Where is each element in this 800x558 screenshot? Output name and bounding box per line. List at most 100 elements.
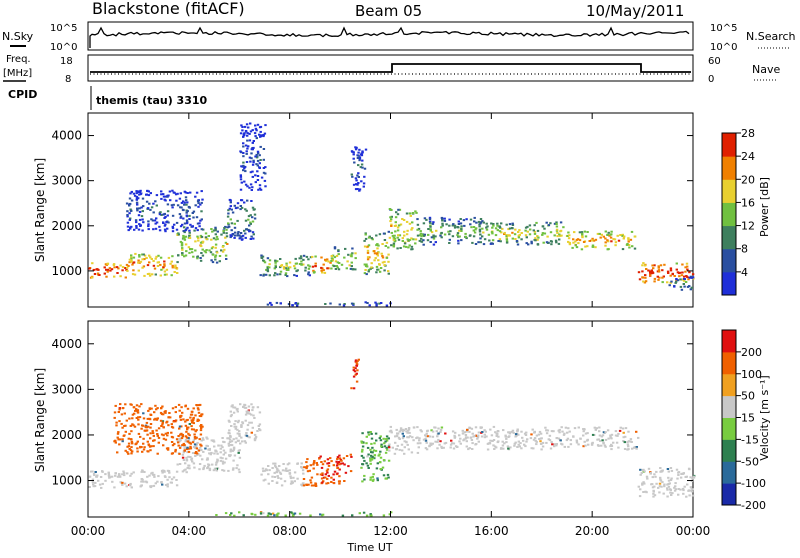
velocity-cell xyxy=(401,430,404,433)
velocity-cell xyxy=(118,420,121,423)
velocity-cell xyxy=(635,447,638,450)
velocity-cell xyxy=(153,475,156,478)
velocity-cell xyxy=(614,430,618,433)
power-cell xyxy=(175,199,178,202)
velocity-cell xyxy=(492,444,495,447)
power-cell xyxy=(379,267,383,269)
velocity-cell xyxy=(453,436,457,438)
power-cell xyxy=(432,237,436,240)
power-cell xyxy=(218,260,221,263)
velocity-cell xyxy=(237,451,240,454)
x-tick-label: 12:00 xyxy=(373,524,408,538)
power-cell xyxy=(266,270,270,273)
power-cell xyxy=(514,238,517,240)
power-cell xyxy=(126,210,129,213)
velocity-cell xyxy=(186,466,189,469)
power-cell xyxy=(692,277,695,280)
velocity-cell xyxy=(167,424,170,427)
velocity-cell xyxy=(529,437,533,440)
x-axis-label: Time UT xyxy=(346,541,392,554)
power-cell xyxy=(616,234,619,237)
power-cell xyxy=(554,239,558,242)
power-cell xyxy=(244,219,248,222)
power-cell xyxy=(244,232,247,235)
velocity-cell xyxy=(193,443,197,446)
velocity-cell xyxy=(221,462,225,465)
velocity-cell xyxy=(174,419,178,422)
power-cell xyxy=(182,234,185,237)
power-cell xyxy=(351,252,354,255)
power-cell xyxy=(375,265,379,268)
velocity-cell xyxy=(663,485,666,488)
power-cell xyxy=(614,241,618,244)
colorbar-tick-label: 12 xyxy=(741,220,755,233)
power-cell xyxy=(221,250,225,253)
power-cell xyxy=(163,260,166,263)
velocity-cell xyxy=(381,466,385,469)
power-cell xyxy=(205,249,208,251)
power-cell xyxy=(225,258,228,260)
power-cell xyxy=(404,245,408,248)
power-cell xyxy=(160,197,163,200)
velocity-cell xyxy=(385,448,389,451)
power-cell xyxy=(224,236,227,239)
velocity-cell xyxy=(227,437,231,440)
power-cell xyxy=(296,269,299,272)
x-tick-label: 00:00 xyxy=(676,524,711,538)
power-cell xyxy=(666,281,669,284)
power-cell xyxy=(249,214,252,217)
velocity-cell xyxy=(235,437,238,440)
power-cell xyxy=(251,206,255,209)
velocity-cell xyxy=(147,450,150,453)
power-cell xyxy=(229,201,232,204)
power-cell xyxy=(162,266,165,269)
power-cell xyxy=(475,221,478,224)
power-cell xyxy=(642,280,645,283)
velocity-cell xyxy=(622,431,625,434)
power-cell xyxy=(429,241,432,243)
power-cell xyxy=(364,301,367,304)
velocity-cell xyxy=(651,476,654,479)
power-cell xyxy=(680,278,684,281)
nsky-series xyxy=(89,26,690,48)
velocity-cell xyxy=(135,417,138,419)
velocity-cell xyxy=(129,424,132,427)
power-cell xyxy=(508,223,512,226)
velocity-cell xyxy=(609,436,612,439)
power-cell xyxy=(125,263,129,266)
velocity-cell xyxy=(610,443,613,446)
velocity-cell xyxy=(246,412,249,415)
power-cell xyxy=(666,270,670,273)
power-cell xyxy=(337,249,340,252)
power-cell xyxy=(284,272,288,275)
velocity-cell xyxy=(422,438,426,441)
power-cell xyxy=(490,231,494,234)
velocity-cell xyxy=(530,433,533,436)
power-cell xyxy=(307,258,310,261)
power-cell xyxy=(189,223,192,226)
power-cell xyxy=(248,230,251,233)
power-cell xyxy=(282,267,286,270)
power-cell xyxy=(525,242,528,245)
velocity-cell xyxy=(115,424,118,427)
power-cell xyxy=(249,171,253,174)
power-cell xyxy=(425,218,428,221)
colorbar-tick-label: 20 xyxy=(741,173,755,186)
power-cell xyxy=(405,220,409,223)
power-cell xyxy=(137,261,140,264)
velocity-cell xyxy=(166,420,169,423)
velocity-cell xyxy=(314,485,318,487)
power-cell xyxy=(350,265,353,268)
power-band xyxy=(637,262,695,284)
power-cell xyxy=(650,269,653,272)
velocity-cell xyxy=(128,417,131,420)
power-cell xyxy=(678,275,681,278)
power-cell xyxy=(416,234,420,237)
y-tick-label: 1000 xyxy=(51,474,82,488)
velocity-cell xyxy=(233,425,236,428)
velocity-cell xyxy=(273,514,276,517)
power-cell xyxy=(250,235,253,238)
velocity-cell xyxy=(199,443,202,446)
velocity-cell xyxy=(326,458,330,461)
power-cell xyxy=(126,269,129,272)
